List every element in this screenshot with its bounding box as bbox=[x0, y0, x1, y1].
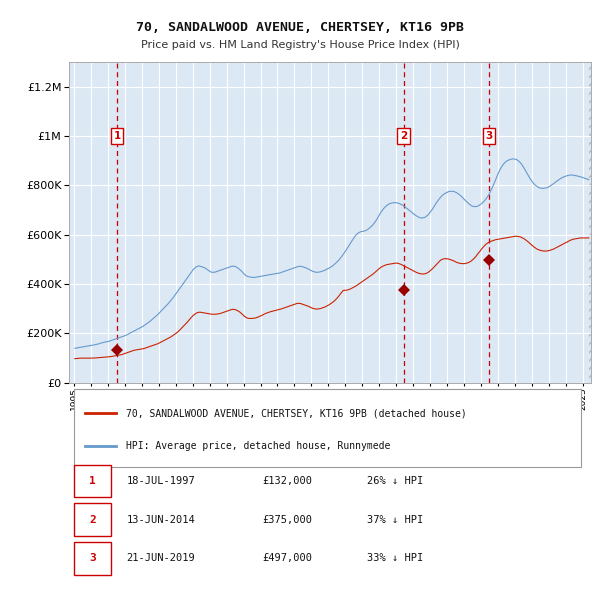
Text: 26% ↓ HPI: 26% ↓ HPI bbox=[367, 476, 423, 486]
Text: Price paid vs. HM Land Registry's House Price Index (HPI): Price paid vs. HM Land Registry's House … bbox=[140, 40, 460, 50]
FancyBboxPatch shape bbox=[74, 464, 111, 497]
Text: 33% ↓ HPI: 33% ↓ HPI bbox=[367, 553, 423, 563]
Text: HPI: Average price, detached house, Runnymede: HPI: Average price, detached house, Runn… bbox=[127, 441, 391, 451]
Text: 13-JUN-2014: 13-JUN-2014 bbox=[127, 514, 195, 525]
Text: 1: 1 bbox=[113, 131, 121, 141]
Text: 2: 2 bbox=[400, 131, 407, 141]
Text: 3: 3 bbox=[485, 131, 493, 141]
Text: 18-JUL-1997: 18-JUL-1997 bbox=[127, 476, 195, 486]
Text: 1: 1 bbox=[89, 476, 96, 486]
FancyBboxPatch shape bbox=[74, 542, 111, 575]
FancyBboxPatch shape bbox=[74, 389, 581, 467]
Text: 3: 3 bbox=[89, 553, 96, 563]
FancyBboxPatch shape bbox=[74, 503, 111, 536]
Text: 70, SANDALWOOD AVENUE, CHERTSEY, KT16 9PB: 70, SANDALWOOD AVENUE, CHERTSEY, KT16 9P… bbox=[136, 21, 464, 34]
Text: £375,000: £375,000 bbox=[262, 514, 312, 525]
Text: £497,000: £497,000 bbox=[262, 553, 312, 563]
Text: 70, SANDALWOOD AVENUE, CHERTSEY, KT16 9PB (detached house): 70, SANDALWOOD AVENUE, CHERTSEY, KT16 9P… bbox=[127, 408, 467, 418]
Text: £132,000: £132,000 bbox=[262, 476, 312, 486]
Text: 2: 2 bbox=[89, 514, 96, 525]
Text: 21-JUN-2019: 21-JUN-2019 bbox=[127, 553, 195, 563]
Text: 37% ↓ HPI: 37% ↓ HPI bbox=[367, 514, 423, 525]
Bar bbox=[589, 62, 591, 383]
